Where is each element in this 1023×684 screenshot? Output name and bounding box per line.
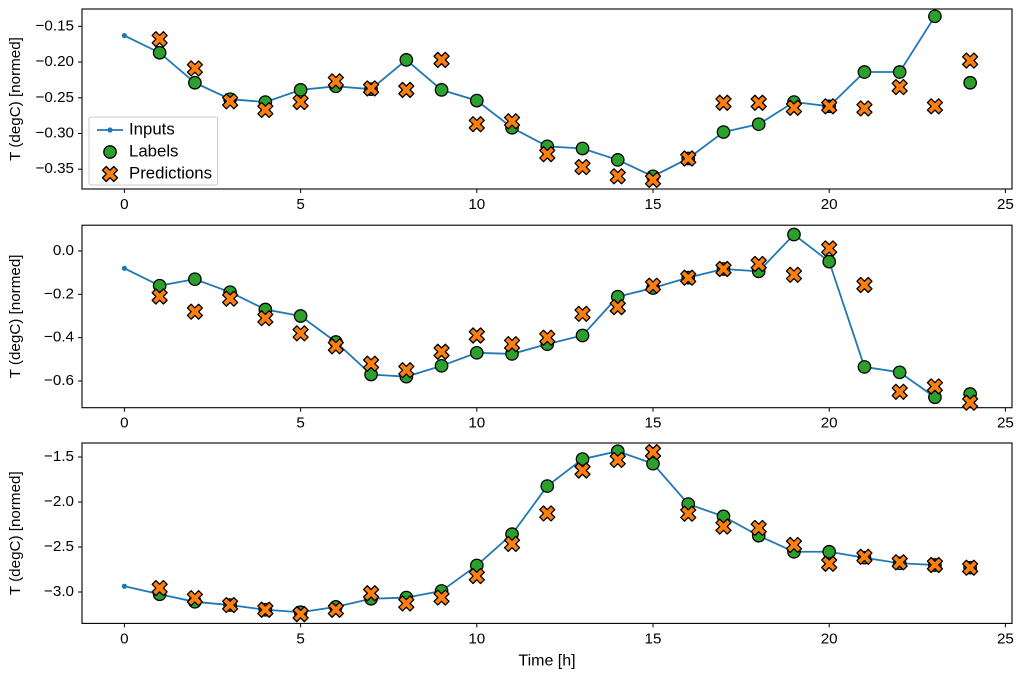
svg-text:Predictions: Predictions [129,163,212,182]
svg-text:−0.20: −0.20 [36,53,74,70]
svg-text:T (degC) [normed]: T (degC) [normed] [7,254,24,378]
svg-text:−2.0: −2.0 [44,493,74,510]
svg-text:15: 15 [645,415,662,432]
svg-text:T (degC) [normed]: T (degC) [normed] [7,471,24,595]
svg-text:5: 5 [296,630,304,647]
svg-text:−0.6: −0.6 [44,372,74,389]
svg-text:25: 25 [997,415,1014,432]
svg-text:0: 0 [120,630,128,647]
svg-text:10: 10 [468,630,485,647]
svg-text:Time [h]: Time [h] [518,652,575,669]
svg-text:20: 20 [821,415,838,432]
svg-text:Labels: Labels [129,141,178,160]
svg-text:T (degC) [normed]: T (degC) [normed] [7,37,24,161]
svg-text:−0.30: −0.30 [36,125,74,142]
svg-text:5: 5 [296,196,304,213]
svg-text:−0.2: −0.2 [44,285,74,302]
svg-text:−0.15: −0.15 [36,17,74,34]
svg-text:0: 0 [120,196,128,213]
svg-text:−3.0: −3.0 [44,583,74,600]
svg-text:−2.5: −2.5 [44,538,74,555]
svg-text:−0.4: −0.4 [44,329,74,346]
svg-text:−0.25: −0.25 [36,89,74,106]
svg-text:10: 10 [468,196,485,213]
svg-text:25: 25 [997,630,1014,647]
svg-text:20: 20 [821,630,838,647]
svg-text:−0.35: −0.35 [36,160,74,177]
svg-text:5: 5 [296,415,304,432]
svg-text:15: 15 [645,196,662,213]
svg-text:20: 20 [821,196,838,213]
svg-text:10: 10 [468,415,485,432]
svg-text:−1.5: −1.5 [44,448,74,465]
svg-text:15: 15 [645,630,662,647]
svg-text:Inputs: Inputs [129,119,175,138]
svg-text:0.0: 0.0 [53,242,74,259]
svg-text:25: 25 [997,196,1014,213]
svg-text:0: 0 [120,415,128,432]
